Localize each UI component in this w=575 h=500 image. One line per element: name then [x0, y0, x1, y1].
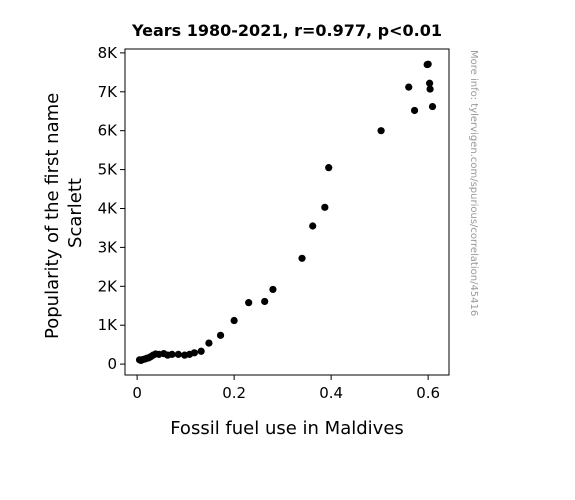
data-point [168, 350, 176, 358]
y-tick-label: 0 [107, 355, 117, 373]
data-point [410, 106, 419, 115]
x-axis-label: Fossil fuel use in Maldives [170, 418, 404, 439]
data-point [405, 83, 413, 91]
y-tick-label: 5K [98, 161, 119, 179]
y-tick-label: 1K [98, 316, 119, 334]
data-point [424, 60, 432, 68]
data-point [377, 127, 385, 135]
data-point [298, 254, 306, 262]
data-point [426, 85, 434, 93]
data-point [190, 349, 198, 357]
watermark-text: More info: tylervigen.com/spurious/corre… [468, 50, 479, 316]
data-point [321, 203, 329, 211]
y-tick-label: 6K [98, 122, 119, 140]
x-tick-label: 0.4 [319, 384, 343, 402]
chart-title: Years 1980-2021, r=0.977, p<0.01 [131, 21, 442, 40]
data-point [428, 102, 437, 111]
data-point [205, 339, 213, 347]
y-tick-label: 2K [98, 277, 119, 295]
x-tick-label: 0 [132, 384, 142, 402]
data-point [174, 350, 182, 358]
data-point [425, 79, 434, 87]
data-point [261, 297, 269, 306]
y-axis: 0 1K 2K 3K 4K 5K 6K 7K 8K [98, 44, 125, 373]
x-tick-label: 0.6 [416, 384, 440, 402]
data-points [135, 60, 437, 365]
x-axis: 0 0.2 0.4 0.6 [132, 375, 440, 402]
data-point [269, 285, 277, 294]
y-axis-label: Popularity of the first name Scarlett [42, 87, 86, 339]
y-tick-label: 4K [98, 199, 119, 217]
y-axis-label-line-2: Scarlett [65, 178, 86, 248]
plot-area [124, 48, 450, 376]
y-tick-label: 8K [98, 44, 119, 62]
data-point [197, 347, 205, 355]
y-tick-label: 7K [98, 83, 119, 101]
y-axis-label-line-1: Popularity of the first name [42, 93, 63, 339]
data-point [309, 222, 317, 230]
data-point [230, 316, 238, 325]
y-tick-label: 3K [98, 238, 119, 256]
x-tick-label: 0.2 [222, 384, 246, 402]
data-point [216, 331, 225, 339]
data-point [325, 164, 333, 172]
data-point [245, 299, 253, 307]
